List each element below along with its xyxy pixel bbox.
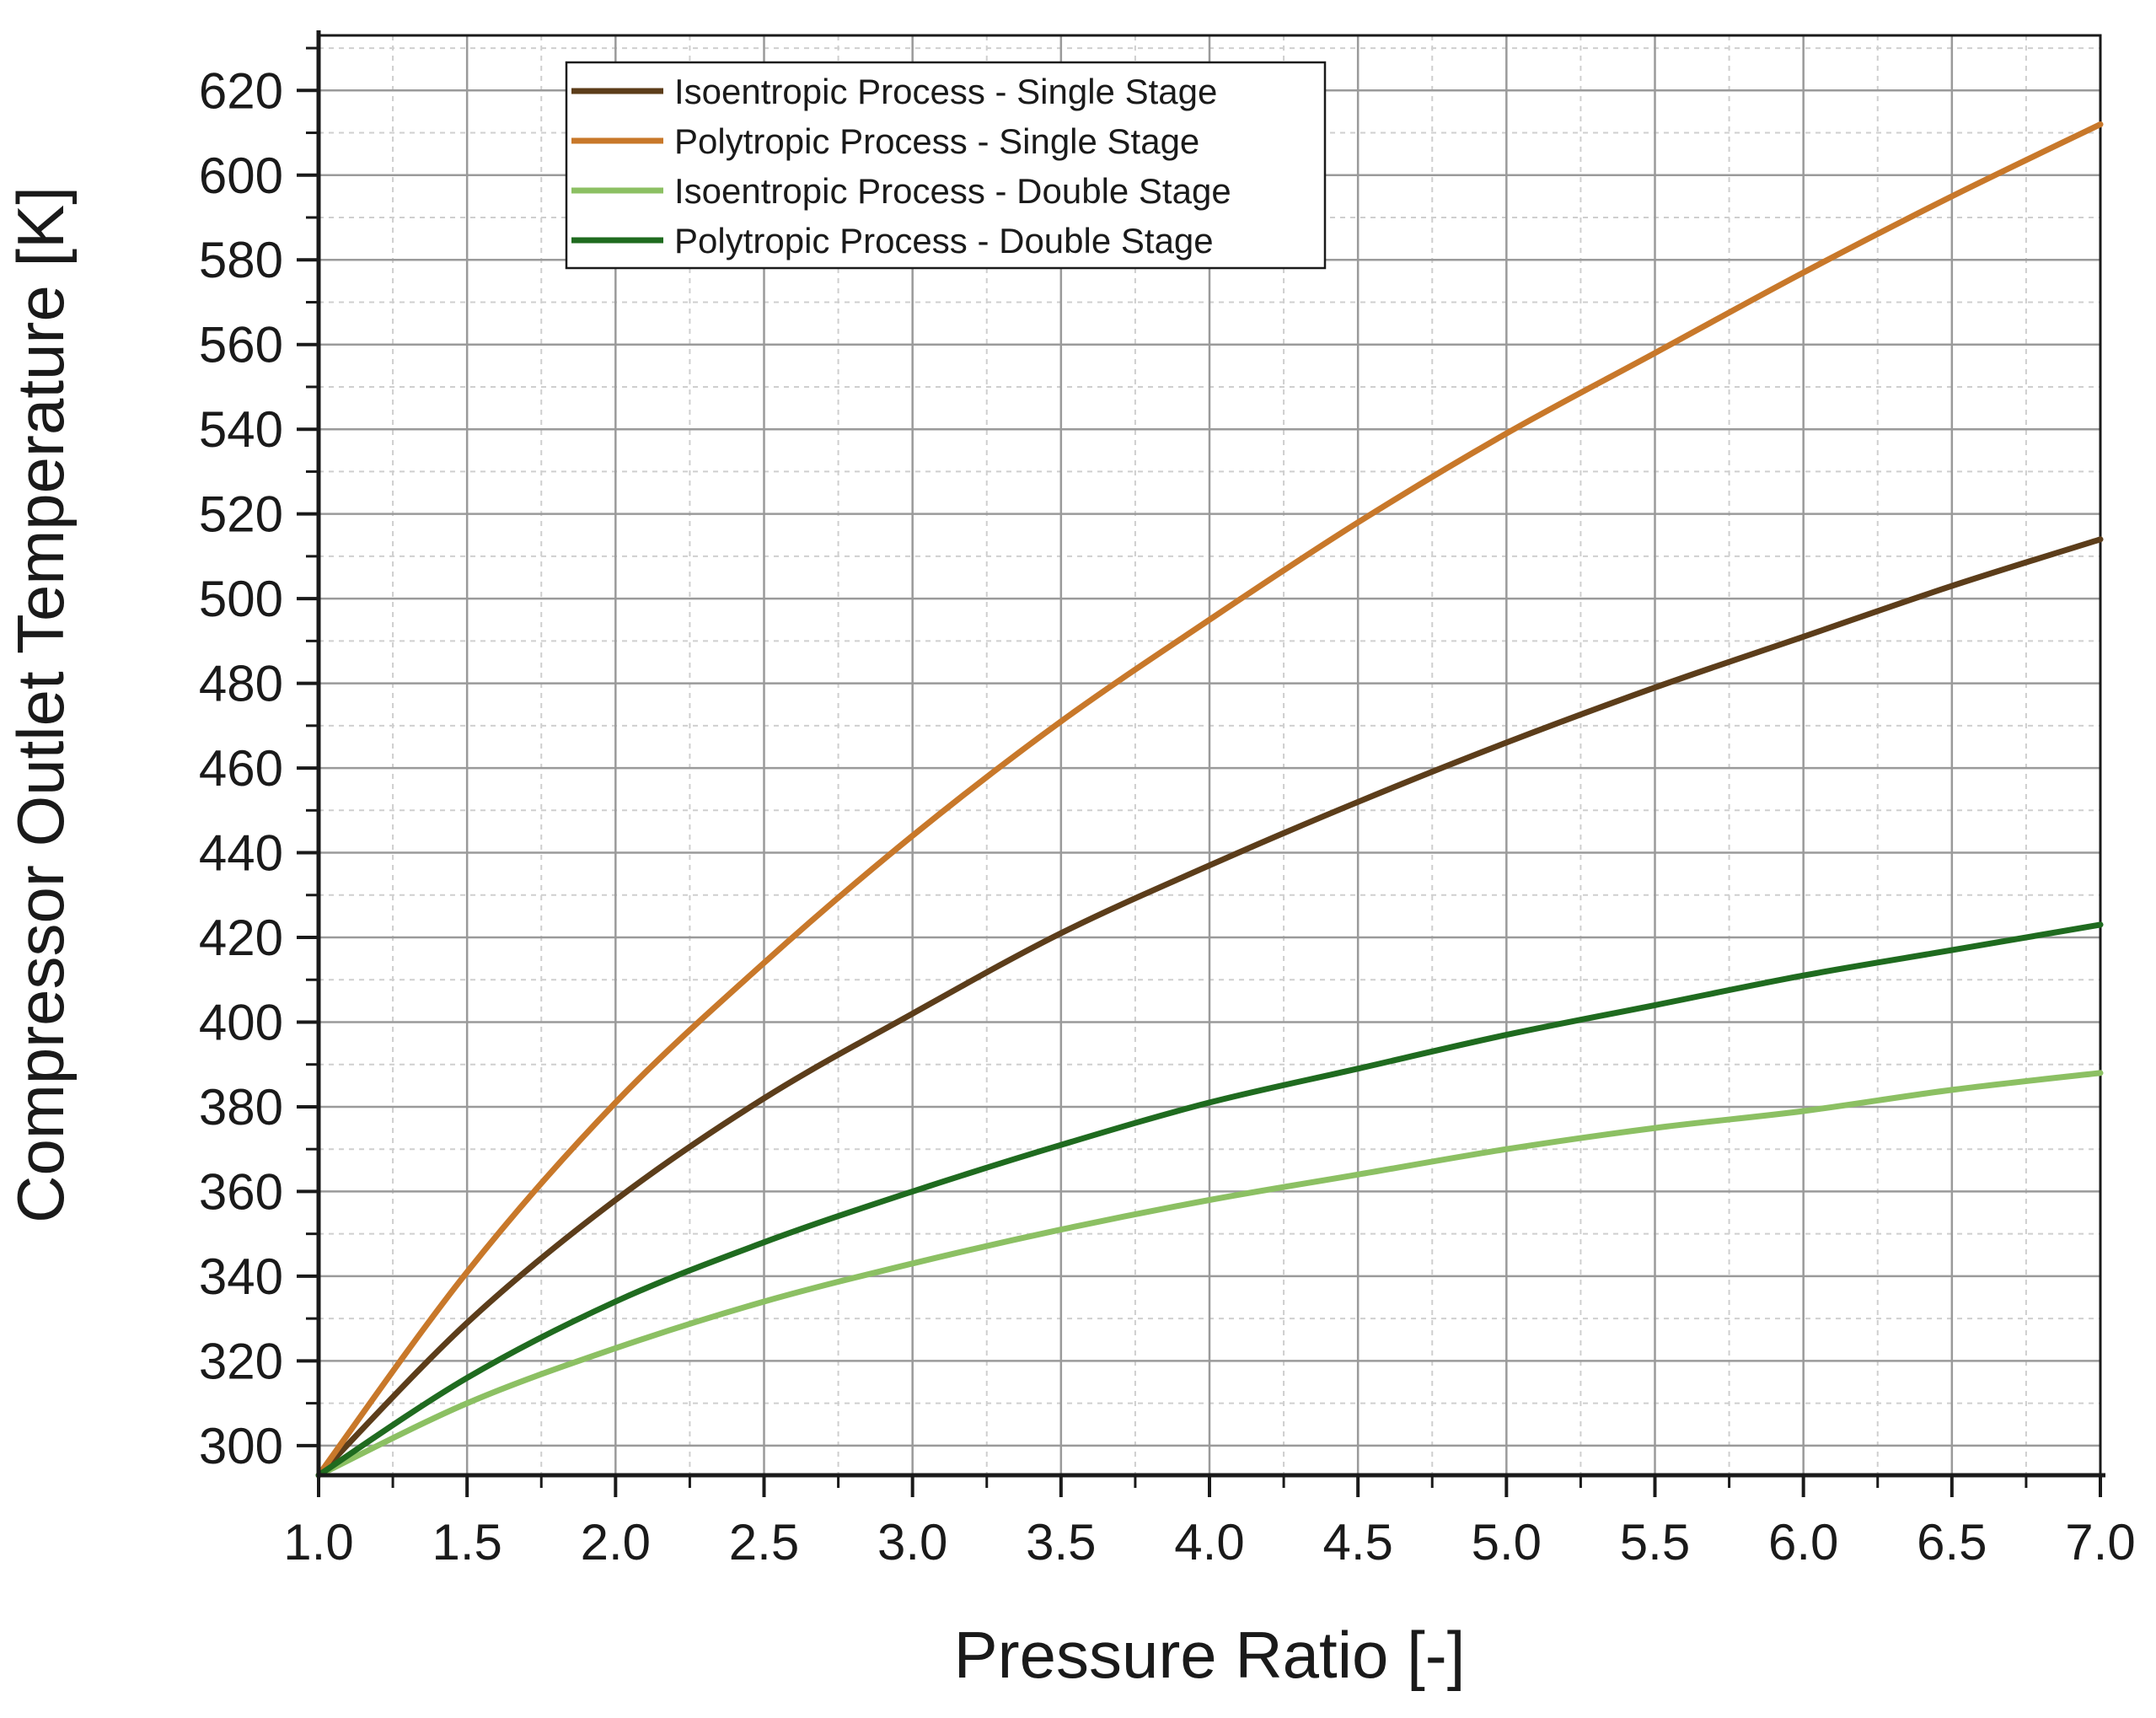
y-tick-label: 300 <box>199 1418 283 1474</box>
y-tick-label: 400 <box>199 994 283 1050</box>
series-layer <box>315 121 2104 1479</box>
x-tick-label: 2.0 <box>581 1514 651 1570</box>
x-tick-label: 5.0 <box>1472 1514 1542 1570</box>
y-tick-label: 340 <box>199 1248 283 1305</box>
y-tick-label: 360 <box>199 1163 283 1220</box>
series-line-polytropic-process-double-stage <box>315 921 2104 1479</box>
x-tick-label: 3.5 <box>1026 1514 1096 1570</box>
y-tick-label: 580 <box>199 232 283 288</box>
legend: Isoentropic Process - Single Stage Polyt… <box>565 61 1327 270</box>
x-tick-label: 4.0 <box>1174 1514 1244 1570</box>
y-axis-title: Compressor Outlet Temperature [K] <box>3 186 78 1223</box>
y-tick-label: 620 <box>199 62 283 119</box>
series-line-isoentropic-process-double-stage <box>315 1070 2104 1479</box>
legend-box <box>565 61 1327 270</box>
y-tick-label: 440 <box>199 825 283 882</box>
x-tick-label: 1.5 <box>432 1514 501 1570</box>
x-tick-labels: 1.0 1.5 2.0 2.5 3.0 3.5 4.0 4.5 5.0 5.5 6.0 6.5 7.0 <box>283 1514 2135 1570</box>
x-tick-label: 1.0 <box>283 1514 353 1570</box>
y-tick-label: 380 <box>199 1079 283 1135</box>
y-tick-label: 520 <box>199 486 283 543</box>
x-tick-label: 5.5 <box>1620 1514 1690 1570</box>
series-line-isoentropic-process-single-stage <box>315 536 2104 1479</box>
y-tick-label: 480 <box>199 656 283 712</box>
series-line-polytropic-process-single-stage <box>315 121 2104 1479</box>
y-tick-label: 500 <box>199 571 283 627</box>
y-tick-label: 420 <box>199 910 283 966</box>
x-tick-label: 3.0 <box>877 1514 947 1570</box>
legend-label-polytropic-single: Polytropic Process - Single Stage <box>674 121 1199 161</box>
legend-label-isoentropic-double: Isoentropic Process - Double Stage <box>674 171 1231 211</box>
x-tick-label: 4.5 <box>1322 1514 1392 1570</box>
y-tick-label: 320 <box>199 1333 283 1389</box>
legend-label-polytropic-double: Polytropic Process - Double Stage <box>674 221 1214 260</box>
y-tick-label: 560 <box>199 317 283 373</box>
x-tick-label: 2.5 <box>729 1514 799 1570</box>
x-tick-label: 7.0 <box>2065 1514 2135 1570</box>
x-tick-label: 6.5 <box>1917 1514 1987 1570</box>
x-axis-title: Pressure Ratio [-] <box>954 1618 1466 1692</box>
x-tick-label: 6.0 <box>1768 1514 1838 1570</box>
y-tick-label: 540 <box>199 401 283 458</box>
y-tick-labels: 300 320 340 360 380 400 420 440 460 480 500 520 540 5… <box>199 62 283 1474</box>
axes-layer <box>297 30 2105 1497</box>
y-tick-label: 460 <box>199 740 283 797</box>
y-tick-label: 600 <box>199 148 283 204</box>
legend-label-isoentropic-single: Isoentropic Process - Single Stage <box>674 72 1217 111</box>
